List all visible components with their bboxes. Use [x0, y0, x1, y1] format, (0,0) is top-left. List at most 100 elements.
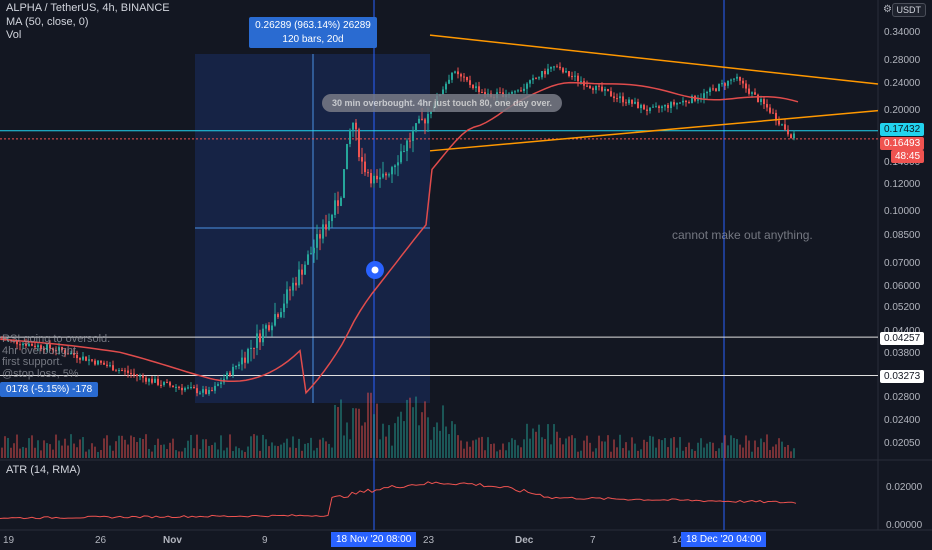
volume-bar — [667, 447, 669, 458]
candle-body — [298, 269, 300, 286]
volume-bar — [280, 444, 282, 458]
volume-bar — [142, 439, 144, 458]
candle-body — [397, 162, 399, 166]
volume-bar — [652, 436, 654, 458]
candle-body — [46, 344, 48, 351]
currency-button[interactable]: USDT — [891, 3, 926, 17]
time-highlight-1: 18 Nov '20 08:00 — [331, 532, 417, 547]
volume-bar — [82, 437, 84, 458]
candle-body — [466, 76, 468, 81]
text-note[interactable]: cannot make out anything. — [672, 228, 813, 242]
price-tick: 0.03800 — [884, 347, 921, 359]
candle-body — [775, 112, 777, 121]
candle-body — [763, 99, 765, 105]
candle-body — [526, 83, 528, 89]
volume-bar — [184, 447, 186, 458]
volume-bar — [385, 436, 387, 458]
volume-bar — [466, 441, 468, 458]
volume-bar — [160, 444, 162, 458]
volume-bar — [484, 450, 486, 458]
volume-bar — [109, 445, 111, 458]
volume-bar — [172, 438, 174, 458]
volume-bar — [97, 451, 99, 458]
candle-body — [91, 359, 93, 361]
volume-bar — [277, 446, 279, 458]
candle-body — [463, 76, 465, 78]
volume-bar — [151, 451, 153, 458]
price-tick: 0.02800 — [884, 392, 921, 404]
candle-body — [145, 377, 147, 382]
volume-bar — [703, 447, 705, 458]
gear-icon[interactable]: ⚙ — [883, 4, 892, 15]
candle-body — [565, 71, 567, 73]
candle-body — [322, 224, 324, 239]
volume-bar — [472, 440, 474, 458]
candle-body — [553, 66, 555, 68]
candle-body — [607, 89, 609, 92]
volume-bar — [583, 440, 585, 458]
price-tick: 0.02400 — [884, 414, 921, 426]
candle-body — [646, 109, 648, 111]
candle-body — [343, 169, 345, 198]
candle-body — [202, 389, 204, 393]
volume-bar — [193, 448, 195, 458]
candle-body — [265, 325, 267, 329]
candle-body — [448, 79, 450, 84]
price-tick: 0.20000 — [884, 104, 921, 116]
candle-body — [211, 390, 213, 392]
candle-body — [196, 388, 198, 394]
candle-body — [724, 83, 726, 86]
candle-body — [382, 173, 384, 178]
volume-bar — [127, 444, 129, 458]
volume-bar — [190, 434, 192, 458]
price-tick: 0.05200 — [884, 301, 921, 313]
volume-bar — [688, 442, 690, 458]
balloon-note[interactable]: 30 min overbought. 4hr just touch 80, on… — [322, 94, 563, 112]
candle-body — [523, 88, 525, 92]
candle-body — [286, 289, 288, 304]
candle-body — [586, 85, 588, 87]
volume-bar — [787, 445, 789, 458]
volume-bar — [568, 436, 570, 458]
left-note-4: @stop loss, 5% — [2, 368, 79, 380]
candle-body — [532, 78, 534, 81]
candle-body — [781, 124, 783, 126]
candle-body — [679, 102, 681, 104]
candle-body — [94, 360, 96, 365]
candle-body — [229, 372, 231, 376]
candle-body — [481, 92, 483, 94]
candle-body — [736, 76, 738, 79]
volume-bar — [529, 438, 531, 458]
time-highlight-2: 18 Dec '20 04:00 — [681, 532, 767, 547]
candle-body — [688, 102, 690, 104]
candle-body — [718, 84, 720, 91]
volume-bar — [112, 450, 114, 458]
candle-body — [259, 333, 261, 343]
candle-body — [172, 385, 174, 388]
candle-body — [655, 106, 657, 108]
volume-bar — [460, 440, 462, 458]
candle-body — [784, 124, 786, 130]
volume-bar — [619, 434, 621, 458]
symbol-title: ALPHA / TetherUS, 4h, BINANCE — [6, 2, 170, 14]
volume-bar — [763, 442, 765, 458]
candle-body — [106, 364, 108, 366]
volume-bar — [406, 399, 408, 458]
volume-bar — [523, 439, 525, 458]
volume-bar — [721, 442, 723, 458]
volume-bar — [34, 447, 36, 458]
candle-body — [652, 106, 654, 108]
candle-body — [631, 99, 633, 104]
volume-bar — [115, 441, 117, 458]
candle-body — [142, 375, 144, 378]
time-tick-9: 9 — [262, 535, 268, 546]
candle-body — [16, 340, 18, 345]
volume-bar — [520, 447, 522, 458]
volume-bar — [1, 447, 3, 458]
vol-legend: Vol — [6, 29, 22, 41]
volume-bar — [424, 401, 426, 458]
candle-body — [529, 80, 531, 84]
price-tick: 0.10000 — [884, 206, 921, 218]
